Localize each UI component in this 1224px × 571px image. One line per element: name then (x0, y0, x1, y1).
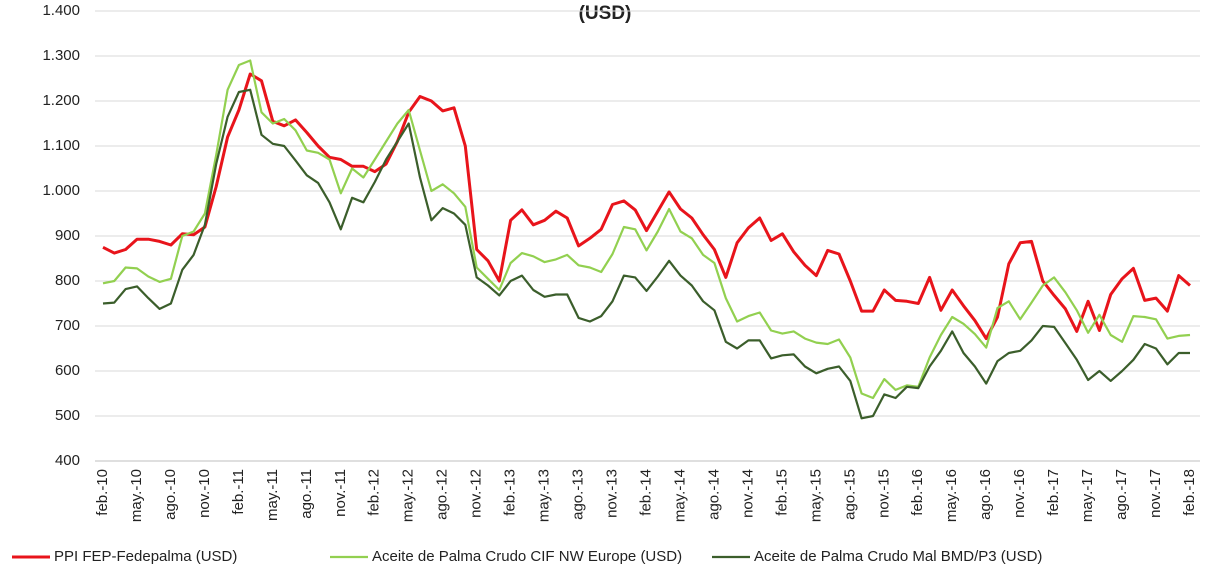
legend-label: Aceite de Palma Crudo Mal BMD/P3 (USD) (754, 548, 1042, 565)
x-tick-label: nov.-14 (739, 469, 756, 518)
x-tick-label: ago.-13 (570, 469, 587, 520)
x-tick-label: nov.-15 (875, 469, 892, 518)
y-tick-label: 800 (55, 272, 80, 289)
series-line (102, 59, 1191, 400)
series-line (102, 72, 1191, 341)
x-tick-label: feb.-17 (1045, 469, 1062, 516)
x-tick-label: may.-16 (943, 469, 960, 522)
x-tick-label: may.-17 (1079, 469, 1096, 522)
x-tick-label: feb.-14 (637, 469, 654, 516)
x-tick-label: may.-11 (264, 469, 281, 521)
x-tick-label: ago.-16 (977, 469, 994, 520)
x-tick-label: ago.-15 (841, 469, 858, 520)
y-tick-label: 600 (55, 362, 80, 379)
x-tick-label: nov.-16 (1011, 469, 1028, 518)
y-tick-label: 500 (55, 407, 80, 424)
x-tick-label: feb.-15 (773, 469, 790, 516)
y-tick-label: 400 (55, 452, 80, 469)
y-tick-label: 900 (55, 227, 80, 244)
y-tick-label: 1.300 (42, 47, 80, 64)
x-tick-label: may.-12 (400, 469, 417, 522)
chart-title: (USD) (579, 3, 632, 24)
x-tick-label: may.-13 (536, 469, 553, 522)
x-tick-label: ago.-14 (705, 469, 722, 520)
y-tick-label: 700 (55, 317, 80, 334)
legend-label: PPI FEP-Fedepalma (USD) (54, 548, 237, 565)
x-tick-label: nov.-11 (332, 469, 349, 517)
x-tick-label: ago.-11 (298, 469, 315, 519)
x-tick-label: ago.-12 (434, 469, 451, 520)
series-line (102, 88, 1190, 420)
x-tick-label: nov.-12 (468, 469, 485, 518)
x-tick-label: may.-15 (807, 469, 824, 522)
y-tick-label: 1.100 (42, 137, 80, 154)
x-tick-label: feb.-10 (94, 469, 111, 516)
x-tick-label: feb.-16 (909, 469, 926, 516)
x-tick-label: feb.-12 (366, 469, 383, 516)
x-tick-label: nov.-17 (1147, 469, 1164, 518)
y-tick-label: 1.200 (42, 92, 80, 109)
x-tick-label: may.-14 (671, 469, 688, 522)
x-tick-label: may.-10 (128, 469, 145, 522)
x-tick-label: ago.-10 (162, 469, 179, 520)
x-tick-label: ago.-17 (1113, 469, 1130, 520)
legend-label: Aceite de Palma Crudo CIF NW Europe (USD… (372, 548, 682, 565)
x-tick-label: nov.-13 (604, 469, 621, 518)
y-tick-label: 1.400 (42, 2, 80, 19)
x-tick-label: feb.-18 (1181, 469, 1198, 516)
x-tick-label: feb.-11 (230, 469, 247, 515)
x-tick-label: feb.-13 (502, 469, 519, 516)
x-tick-label: nov.-10 (196, 469, 213, 518)
y-tick-label: 1.000 (42, 182, 80, 199)
